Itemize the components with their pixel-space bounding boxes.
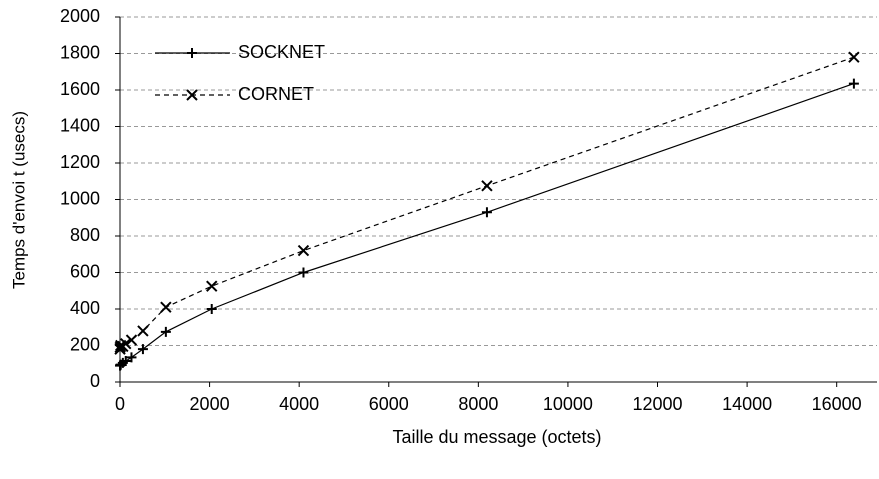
- legend-label: CORNET: [238, 84, 314, 104]
- y-tick-label: 400: [70, 298, 100, 318]
- y-tick-label: 800: [70, 225, 100, 245]
- marker: [481, 207, 492, 218]
- x-tick-label: 16000: [812, 394, 862, 414]
- marker: [160, 301, 172, 313]
- marker: [298, 267, 309, 278]
- x-axis-label: Taille du message (octets): [392, 427, 601, 447]
- x-tick-label: 2000: [190, 394, 230, 414]
- marker: [297, 244, 310, 257]
- series-line: [119, 83, 855, 366]
- y-axis-label: Temps d'envoi t (usecs): [9, 111, 28, 289]
- series-line: [119, 56, 855, 350]
- marker: [206, 304, 217, 314]
- y-tick-label: 1800: [60, 42, 100, 62]
- marker: [186, 89, 198, 101]
- y-tick-label: 2000: [60, 6, 100, 26]
- y-tick-label: 200: [70, 334, 100, 354]
- y-tick-label: 1400: [60, 115, 100, 135]
- marker: [137, 325, 149, 337]
- y-tick-label: 600: [70, 261, 100, 281]
- x-tick-label: 10000: [543, 394, 593, 414]
- marker: [206, 280, 218, 292]
- marker: [848, 51, 860, 63]
- marker: [160, 326, 171, 337]
- y-tick-label: 0: [90, 371, 100, 391]
- marker: [481, 180, 493, 192]
- x-tick-label: 4000: [279, 394, 319, 414]
- x-tick-label: 0: [115, 394, 125, 414]
- marker: [187, 48, 197, 58]
- x-tick-label: 12000: [632, 394, 682, 414]
- y-tick-label: 1600: [60, 79, 100, 99]
- x-tick-label: 14000: [722, 394, 772, 414]
- marker: [126, 352, 137, 363]
- marker: [120, 356, 131, 367]
- x-tick-label: 8000: [458, 394, 498, 414]
- x-tick-label: 6000: [369, 394, 409, 414]
- marker: [848, 78, 859, 89]
- marker: [125, 334, 138, 346]
- legend-label: SOCKNET: [238, 42, 325, 62]
- y-tick-label: 1000: [60, 188, 100, 208]
- marker: [137, 344, 148, 355]
- marker: [120, 337, 132, 350]
- marker: [115, 359, 126, 370]
- y-tick-label: 1200: [60, 152, 100, 172]
